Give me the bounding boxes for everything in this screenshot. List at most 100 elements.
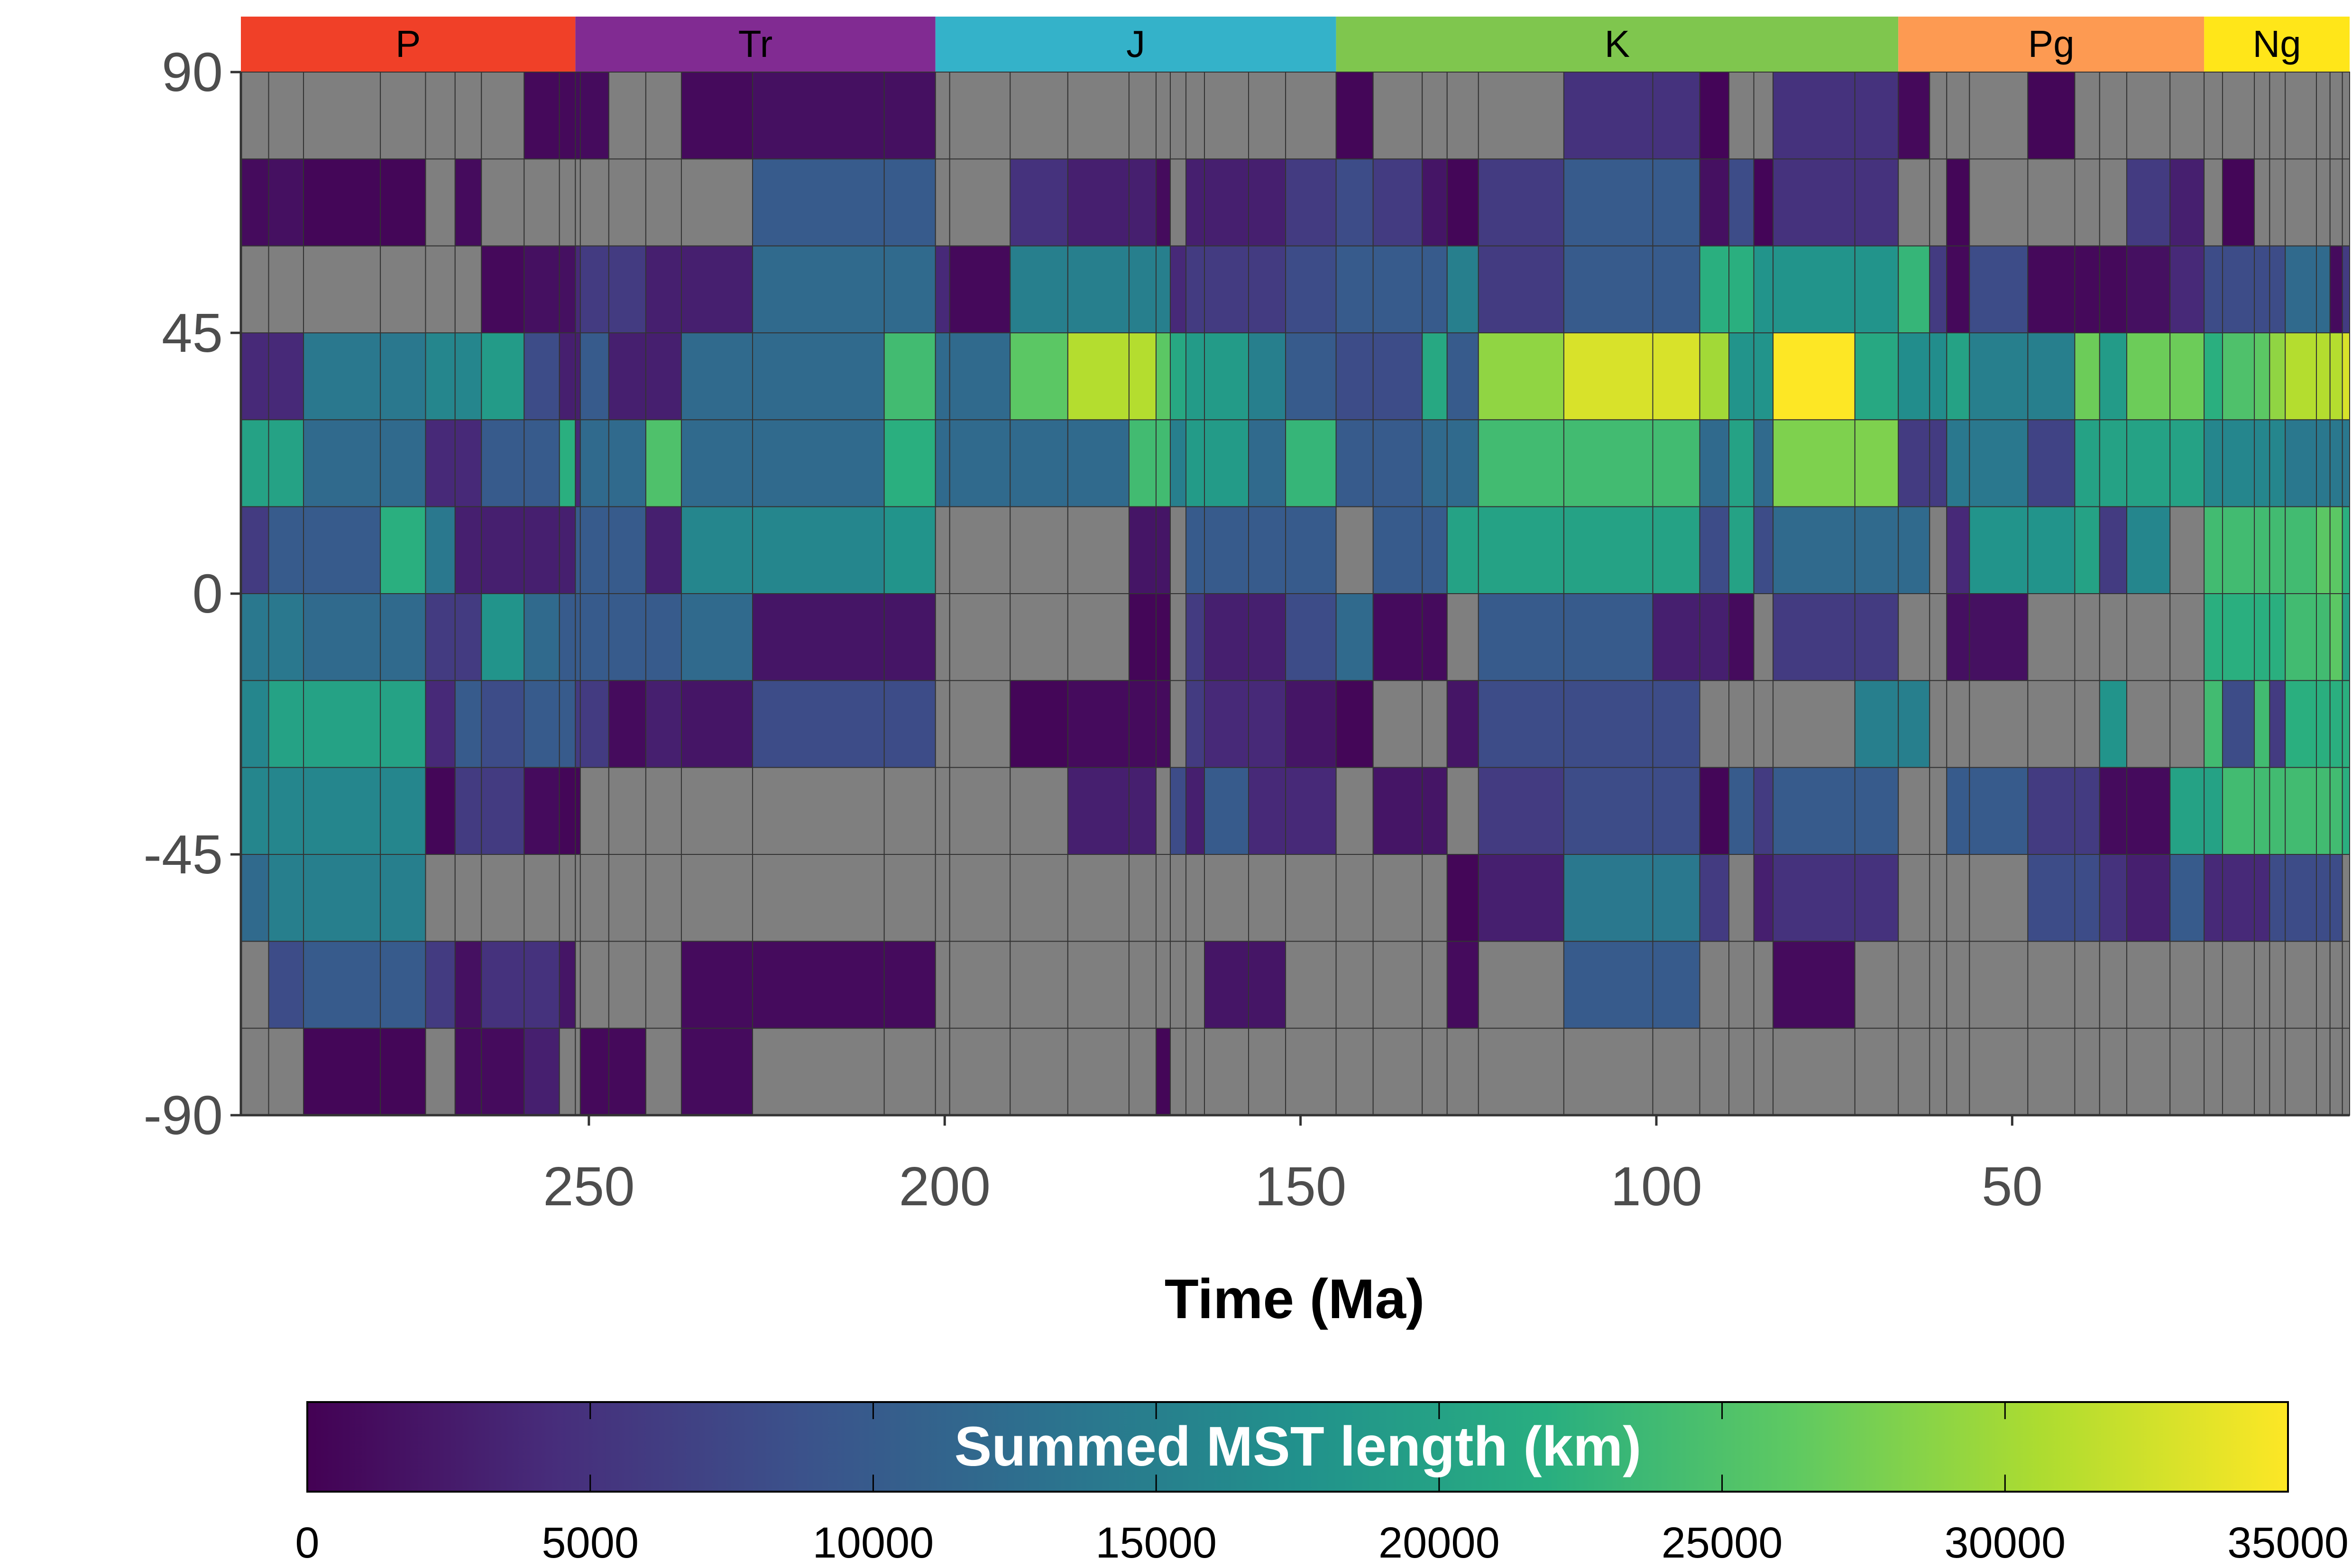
period-label: Tr <box>738 23 773 65</box>
heatmap-cell <box>2269 245 2286 334</box>
heatmap-cell <box>1422 419 1448 507</box>
heatmap-cell <box>1969 680 2029 768</box>
heatmap-cell <box>680 158 753 247</box>
heatmap-cell <box>1478 767 1564 855</box>
heatmap-cell <box>1652 593 1700 681</box>
y-tick-label: -90 <box>143 1084 223 1146</box>
heatmap-cell <box>1128 854 1157 942</box>
heatmap-cell <box>1563 158 1654 247</box>
heatmap-cell <box>1010 158 1068 247</box>
heatmap-cell <box>1204 767 1250 855</box>
heatmap-cell <box>1446 941 1479 1029</box>
heatmap-cell <box>481 332 525 421</box>
heatmap-cell <box>1335 245 1374 334</box>
heatmap-cell <box>425 593 456 681</box>
heatmap-cell <box>2169 854 2205 942</box>
heatmap-cell <box>1946 419 1970 507</box>
heatmap-cell <box>1478 1027 1564 1116</box>
heatmap-cell <box>2329 593 2343 681</box>
colorbar-tick-label: 20000 <box>1378 1519 1500 1567</box>
heatmap-cell <box>1753 506 1774 594</box>
heatmap-cell <box>1728 1027 1755 1116</box>
heatmap-cell <box>2315 593 2331 681</box>
heatmap-cell <box>2285 1027 2317 1116</box>
heatmap-cell <box>579 593 609 681</box>
heatmap-cell <box>935 332 950 421</box>
heatmap-cell <box>268 767 304 855</box>
heatmap-cell <box>883 680 936 768</box>
heatmap-cell <box>1010 767 1068 855</box>
heatmap-cell <box>425 245 456 334</box>
heatmap-cell <box>2329 854 2343 942</box>
heatmap-cell <box>1753 332 1774 421</box>
heatmap-cell <box>2342 854 2350 942</box>
heatmap-cell <box>1898 158 1930 247</box>
heatmap-cell <box>935 941 950 1029</box>
heatmap-cell <box>1969 506 2029 594</box>
heatmap-cell <box>1372 1027 1423 1116</box>
heatmap-cell <box>1898 767 1930 855</box>
heatmap-cell <box>935 158 950 247</box>
heatmap-cell <box>579 158 609 247</box>
heatmap-cell <box>1169 593 1186 681</box>
heatmap-cell <box>2074 680 2100 768</box>
heatmap-cell <box>240 158 269 247</box>
heatmap-cell <box>1372 245 1423 334</box>
heatmap-cell <box>1773 941 1856 1029</box>
heatmap-cell <box>481 245 525 334</box>
heatmap-cell <box>752 680 885 768</box>
heatmap-cell <box>380 680 426 768</box>
heatmap-cell <box>2074 245 2100 334</box>
heatmap-cell <box>2269 680 2286 768</box>
heatmap-cell <box>1372 506 1423 594</box>
heatmap-cell <box>1728 419 1755 507</box>
heatmap-cell <box>1372 593 1423 681</box>
heatmap-cell <box>2074 506 2100 594</box>
heatmap-cell <box>1652 767 1700 855</box>
heatmap-cell <box>2315 245 2331 334</box>
heatmap-cell <box>883 419 936 507</box>
colorbar-tick-label: 35000 <box>2227 1519 2349 1567</box>
heatmap-cell <box>752 767 885 855</box>
heatmap-cell <box>1422 767 1448 855</box>
heatmap-cell <box>425 1027 456 1116</box>
heatmap-cell <box>303 680 381 768</box>
heatmap-cell <box>2126 593 2171 681</box>
heatmap-cell <box>1248 854 1286 942</box>
heatmap-cell <box>949 767 1011 855</box>
heatmap-cell <box>1185 1027 1205 1116</box>
heatmap-cell <box>268 854 304 942</box>
heatmap-cell <box>1372 767 1423 855</box>
heatmap-cell <box>645 593 682 681</box>
heatmap-cell <box>1773 158 1856 247</box>
heatmap-cell <box>1422 506 1448 594</box>
heatmap-cell <box>454 593 482 681</box>
heatmap-cell <box>1204 1027 1250 1116</box>
heatmap-cell <box>1446 245 1479 334</box>
heatmap-cell <box>2342 680 2350 768</box>
heatmap-cell <box>1335 419 1374 507</box>
heatmap-cell <box>575 767 581 855</box>
y-tick-label: 0 <box>192 563 223 624</box>
heatmap-cell <box>268 332 304 421</box>
heatmap-cell <box>1372 419 1423 507</box>
heatmap-cell <box>935 767 950 855</box>
heatmap-cell <box>1753 419 1774 507</box>
heatmap-cell <box>481 158 525 247</box>
heatmap-cell <box>575 680 581 768</box>
heatmap-cell <box>481 767 525 855</box>
heatmap-cell <box>579 72 609 160</box>
heatmap-cell <box>680 245 753 334</box>
heatmap-cell <box>559 245 576 334</box>
heatmap-cell <box>524 419 560 507</box>
heatmap-cell <box>2126 680 2171 768</box>
heatmap-cell <box>2285 332 2317 421</box>
heatmap-cell <box>1699 72 1730 160</box>
heatmap-cell <box>1478 72 1564 160</box>
heatmap-cell <box>303 245 381 334</box>
heatmap-cell <box>2099 158 2127 247</box>
heatmap-cell <box>2169 72 2205 160</box>
heatmap-cell <box>1285 245 1337 334</box>
heatmap-cell <box>2169 332 2205 421</box>
